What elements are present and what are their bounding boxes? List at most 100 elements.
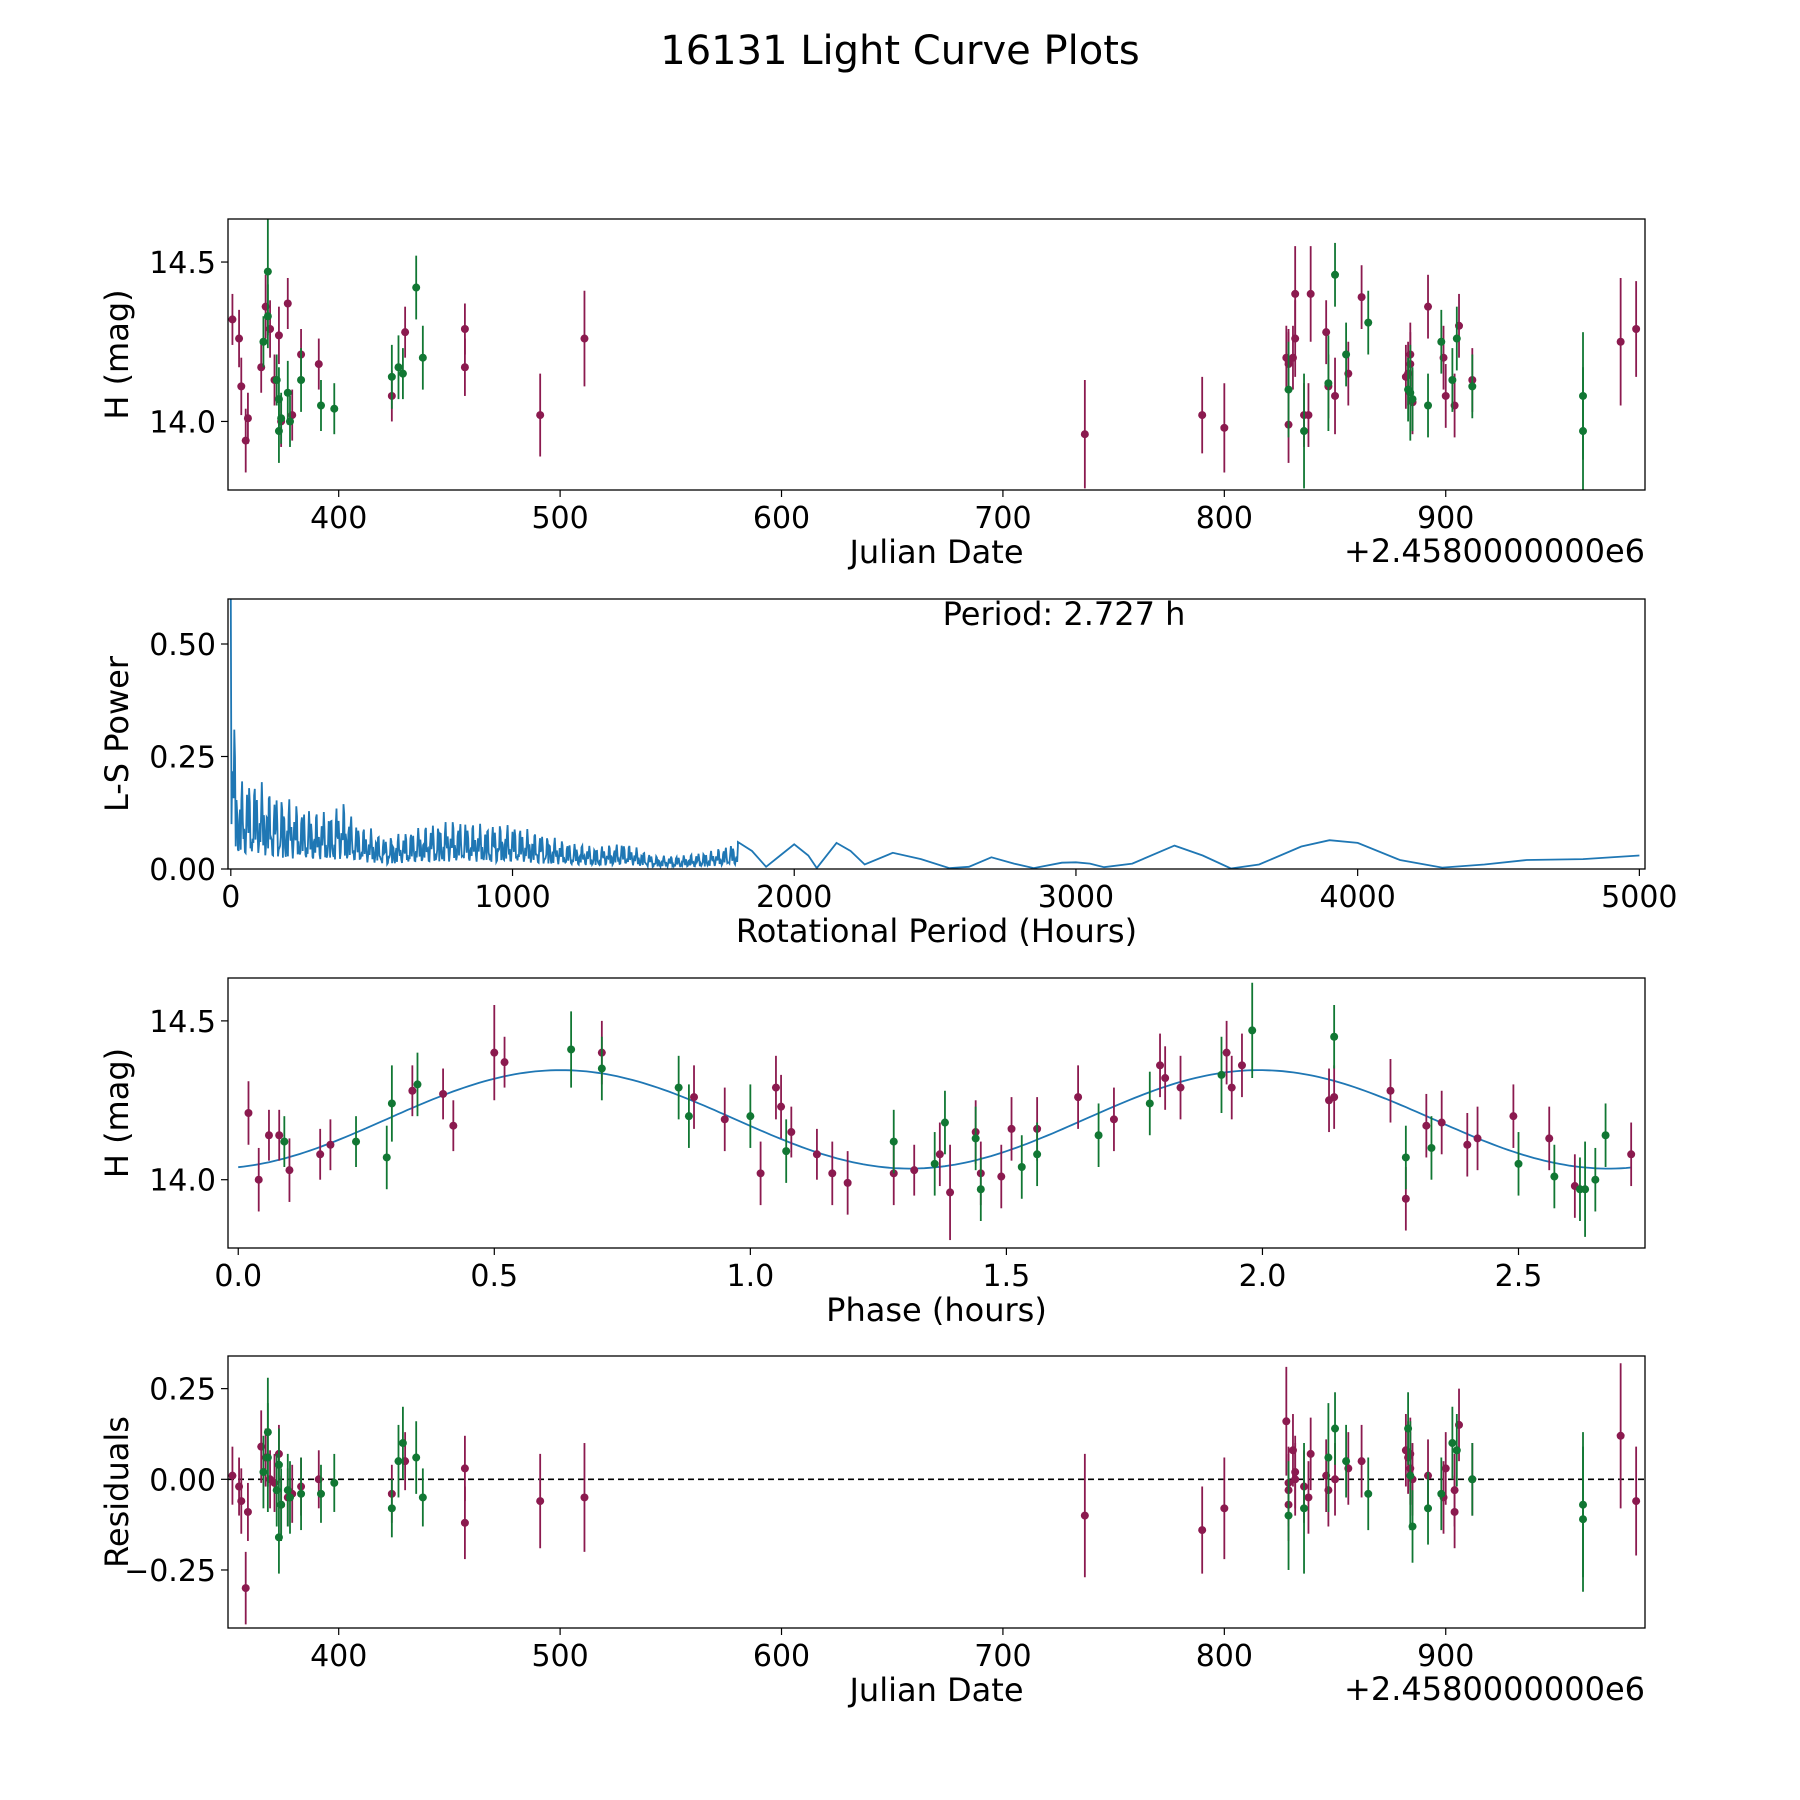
- phased-plot-area: [238, 982, 1636, 1241]
- y-tick-label: 14.0: [149, 405, 216, 440]
- band_a-data-point: [1463, 1140, 1472, 1149]
- x-offset-label: +2.4580000000e6: [1344, 532, 1645, 570]
- band_a-data-point: [460, 1464, 469, 1473]
- y-tick-label: 0.00: [149, 853, 216, 888]
- band_b-data-point: [1437, 1489, 1446, 1498]
- x-tick-label: 700: [974, 1639, 1031, 1674]
- band_a-data-point: [237, 382, 246, 391]
- band_a-data-point: [1473, 1134, 1482, 1143]
- x-axis-label: Phase (hours): [826, 1291, 1047, 1329]
- band_a-data-point: [1330, 1093, 1339, 1102]
- band_b-data-point: [1452, 1446, 1461, 1455]
- x-tick-label: 0.5: [470, 1259, 518, 1294]
- band_a-data-point: [1161, 1074, 1170, 1083]
- band_a-data-point: [1109, 1115, 1118, 1124]
- band_b-data-point: [1579, 1515, 1588, 1524]
- band_a-data-point: [536, 1497, 545, 1506]
- band_b-data-point: [285, 1493, 294, 1502]
- band_a-data-point: [1304, 1493, 1313, 1502]
- band_b-data-point: [283, 388, 292, 397]
- band_a-data-point: [1632, 324, 1641, 333]
- band_a-data-point: [316, 1150, 325, 1159]
- band_b-data-point: [274, 1460, 283, 1469]
- band_a-data-point: [460, 1518, 469, 1527]
- band_a-data-point: [946, 1188, 955, 1197]
- band_b-data-point: [1364, 1489, 1373, 1498]
- band_a-data-point: [1282, 1417, 1291, 1426]
- band_a-data-point: [1237, 1061, 1246, 1070]
- band_a-data-point: [408, 1086, 417, 1095]
- band_a-data-point: [720, 1115, 729, 1124]
- band_b-data-point: [1401, 1153, 1410, 1162]
- y-tick-label: 0.00: [149, 1463, 216, 1498]
- band_b-data-point: [297, 376, 306, 385]
- band_b-data-point: [316, 1489, 325, 1498]
- band_b-data-point: [930, 1159, 939, 1168]
- band_a-data-point: [460, 363, 469, 372]
- x-tick-label: 0.0: [214, 1259, 262, 1294]
- band_a-data-point: [910, 1166, 919, 1175]
- residuals-plot-area: [228, 1363, 1645, 1625]
- y-tick-label: 14.5: [149, 246, 216, 281]
- lightcurve-plot-area: [228, 219, 1641, 490]
- x-tick-label: 500: [531, 501, 588, 536]
- x-tick-label: 400: [310, 501, 367, 536]
- band_a-data-point: [1198, 1526, 1207, 1535]
- band_a-data-point: [264, 1131, 273, 1140]
- x-tick-label: 4000: [1319, 880, 1395, 915]
- band_a-data-point: [283, 299, 292, 308]
- band_a-data-point: [1176, 1083, 1185, 1092]
- band_a-data-point: [580, 1493, 589, 1502]
- band_b-data-point: [1331, 1424, 1340, 1433]
- band_b-data-point: [382, 1153, 391, 1162]
- band_a-data-point: [1422, 1121, 1431, 1130]
- x-tick-label: 5000: [1601, 880, 1677, 915]
- lightcurve-panel: 400 500 600 700 800 900 14.0 14.5 Julian Date H (…: [98, 218, 1646, 571]
- band_b-data-point: [1017, 1163, 1026, 1171]
- band_b-data-point: [398, 369, 407, 378]
- band_a-data-point: [449, 1121, 458, 1130]
- band_a-data-point: [1080, 430, 1089, 439]
- band_a-data-point: [812, 1150, 821, 1159]
- band_a-data-point: [1509, 1112, 1518, 1121]
- x-tick-label: 800: [1196, 1639, 1253, 1674]
- band_a-data-point: [1386, 1086, 1395, 1095]
- band_b-data-point: [1284, 1511, 1293, 1520]
- band_a-data-point: [1627, 1150, 1636, 1159]
- band_b-data-point: [1324, 379, 1333, 388]
- periodogram-frame: [227, 598, 1646, 870]
- periodogram-panel: 0 1000 2000 3000 4000 5000 0.00 0.25 0.50 Rotatio…: [98, 595, 1678, 950]
- x-tick-label: 600: [753, 1639, 810, 1674]
- band_b-data-point: [259, 337, 268, 346]
- band_b-data-point: [1514, 1159, 1523, 1168]
- band_b-data-point: [1033, 1150, 1042, 1159]
- band_b-data-point: [971, 1134, 980, 1143]
- band_a-data-point: [997, 1172, 1006, 1181]
- band_a-data-point: [244, 1109, 253, 1117]
- band_a-data-point: [326, 1140, 335, 1149]
- y-axis-label: H (mag): [98, 1048, 136, 1178]
- band_b-data-point: [316, 401, 325, 410]
- band_b-data-point: [1550, 1172, 1559, 1181]
- band_a-data-point: [1074, 1093, 1083, 1102]
- band_a-data-point: [1291, 289, 1300, 298]
- figure-title: 16131 Light Curve Plots: [660, 28, 1140, 74]
- x-tick-label: 3000: [1038, 880, 1114, 915]
- band_a-data-point: [843, 1178, 852, 1187]
- band_a-data-point: [490, 1048, 499, 1057]
- band_a-data-point: [1291, 1475, 1300, 1484]
- x-tick-label: 900: [1417, 501, 1474, 536]
- band_a-data-point: [828, 1169, 837, 1178]
- band_b-data-point: [1342, 350, 1351, 359]
- band_b-data-point: [1581, 1185, 1590, 1194]
- band_a-data-point: [690, 1093, 699, 1102]
- x-axis-label: Julian Date: [847, 1671, 1023, 1709]
- band_a-data-point: [1441, 391, 1450, 400]
- band_a-data-point: [228, 1471, 237, 1480]
- band_b-data-point: [1248, 1026, 1257, 1035]
- y-tick-label: 14.0: [149, 1164, 216, 1199]
- band_a-data-point: [314, 360, 323, 369]
- x-tick-label: 2000: [756, 880, 832, 915]
- band_b-data-point: [567, 1045, 576, 1054]
